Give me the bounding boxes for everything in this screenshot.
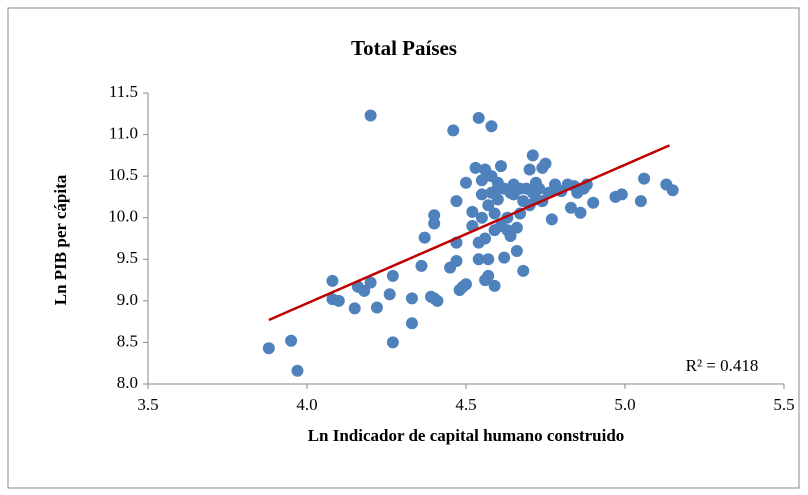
- point: [491, 193, 504, 206]
- point: [485, 120, 498, 133]
- point: [482, 253, 495, 266]
- point: [475, 188, 488, 201]
- chart-border: [7, 7, 800, 489]
- point: [460, 176, 472, 189]
- point: [466, 205, 479, 218]
- point: [488, 279, 501, 292]
- point: [348, 302, 361, 315]
- point: [428, 217, 441, 230]
- y-tick-label: 9.0: [117, 290, 138, 309]
- point: [450, 195, 463, 208]
- y-tick-label: 9.5: [117, 248, 138, 267]
- point: [533, 182, 546, 195]
- y-tick-label: 10.0: [108, 207, 138, 226]
- point: [291, 364, 304, 377]
- point: [564, 201, 577, 214]
- point: [482, 269, 495, 282]
- y-tick-label: 8.0: [117, 373, 138, 392]
- point: [504, 230, 517, 243]
- point: [475, 174, 488, 187]
- point: [488, 207, 501, 220]
- point: [326, 274, 339, 287]
- point: [545, 213, 558, 226]
- annotation-box: [666, 350, 778, 380]
- point: [475, 211, 488, 224]
- point: [482, 199, 495, 212]
- x-tick-label: 3.5: [137, 395, 158, 414]
- point: [517, 264, 530, 277]
- point: [285, 334, 298, 347]
- point: [574, 206, 587, 219]
- point: [479, 232, 492, 245]
- chart-title: Total Países: [351, 36, 457, 60]
- point: [364, 276, 377, 289]
- point: [332, 294, 345, 307]
- point: [587, 196, 600, 209]
- point: [428, 209, 441, 222]
- point: [431, 294, 444, 307]
- y-tick-label: 8.5: [117, 331, 138, 350]
- point: [634, 195, 647, 208]
- point: [415, 259, 428, 272]
- point: [358, 284, 371, 297]
- point: [523, 163, 536, 176]
- y-tick-label: 11.0: [109, 123, 138, 142]
- x-tick-label: 5.5: [773, 395, 794, 414]
- r-squared: R² = 0.418: [686, 356, 759, 375]
- point: [383, 288, 396, 301]
- point: [510, 244, 523, 257]
- point: [447, 124, 460, 137]
- trendline: [268, 144, 671, 322]
- point: [494, 160, 507, 173]
- point: [405, 317, 418, 330]
- point: [469, 161, 482, 174]
- point: [638, 172, 651, 185]
- point: [615, 188, 628, 201]
- x-tick-label: 4.0: [296, 395, 317, 414]
- point: [370, 301, 383, 314]
- y-tick-label: 10.5: [108, 165, 138, 184]
- point: [472, 111, 485, 124]
- point: [460, 278, 472, 291]
- point: [539, 157, 552, 170]
- point: [364, 109, 377, 122]
- point: [418, 231, 431, 244]
- y-tick-label: 11.5: [109, 82, 138, 101]
- x-tick-label: 5.0: [614, 395, 635, 414]
- point: [405, 292, 418, 305]
- point: [526, 149, 539, 162]
- point: [262, 342, 275, 355]
- point: [386, 269, 399, 282]
- point: [510, 221, 523, 234]
- x-axis-label: Ln Indicador de capital humano construid…: [308, 426, 625, 445]
- point: [472, 253, 485, 266]
- point: [450, 254, 463, 267]
- x-tick-label: 4.5: [455, 395, 476, 414]
- y-axis-label: Ln PIB per cápita: [51, 174, 70, 305]
- point: [386, 336, 399, 349]
- point: [498, 251, 511, 264]
- point: [666, 184, 679, 197]
